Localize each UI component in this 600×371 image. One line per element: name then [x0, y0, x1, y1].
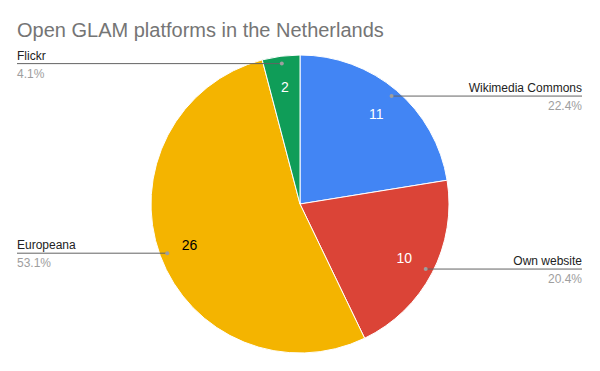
- leader-dot: [424, 267, 428, 271]
- percentage-label: 22.4%: [548, 99, 582, 113]
- leader-dot: [280, 62, 284, 66]
- leader-dot: [390, 94, 394, 98]
- category-label: Europeana: [17, 238, 76, 252]
- slice: [151, 60, 365, 353]
- leader-dot: [165, 251, 169, 255]
- category-label: Own website: [513, 254, 582, 268]
- pie-chart: Open GLAM platforms in the Netherlands 11…: [0, 0, 600, 371]
- labels: 11 Wikimedia Commons 22.4% 10 Own website 20.…: [17, 49, 582, 286]
- leader-line: [392, 96, 582, 97]
- data-label: 10: [397, 250, 413, 266]
- leader-line: [426, 269, 582, 270]
- data-label: 2: [281, 79, 289, 95]
- chart-container: Open GLAM platforms in the Netherlands 11…: [0, 0, 600, 371]
- data-label: 11: [369, 106, 384, 122]
- percentage-label: 53.1%: [17, 256, 51, 270]
- percentage-label: 4.1%: [17, 67, 45, 81]
- percentage-label: 20.4%: [548, 272, 582, 286]
- leader-line: [17, 63, 282, 64]
- category-label: Flickr: [17, 49, 46, 63]
- title: Open GLAM platforms in the Netherlands: [17, 19, 384, 41]
- leader-line: [17, 253, 167, 254]
- slice: [300, 55, 447, 204]
- category-label: Wikimedia Commons: [469, 81, 582, 95]
- slices: [151, 55, 449, 353]
- data-label: 26: [182, 237, 198, 253]
- slice: [262, 55, 300, 204]
